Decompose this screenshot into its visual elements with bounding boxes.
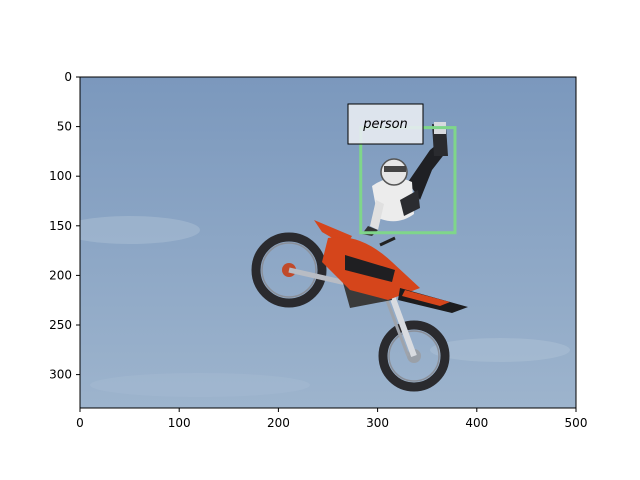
x-tick-label: 200: [267, 416, 290, 430]
front-wheel: [378, 320, 450, 392]
detection-label: person: [362, 117, 408, 132]
x-tick-label: 500: [565, 416, 588, 430]
cloud: [90, 373, 310, 397]
y-tick-label: 50: [57, 120, 72, 134]
y-tick-label: 200: [49, 268, 72, 282]
y-tick-label: 150: [49, 219, 72, 233]
x-tick-label: 100: [168, 416, 191, 430]
x-tick-label: 300: [366, 416, 389, 430]
cloud: [80, 216, 200, 244]
rear-wheel: [251, 232, 327, 308]
detection-label-bg: [347, 103, 424, 145]
photo: [80, 77, 576, 408]
y-tick-label: 0: [64, 70, 72, 84]
x-tick-label: 400: [465, 416, 488, 430]
y-tick-label: 100: [49, 169, 72, 183]
rider: [362, 122, 448, 236]
axes-frame: [79, 76, 577, 409]
y-axis-ticks: 0 50 100 150 200 250 300: [49, 70, 80, 382]
x-axis-ticks: 0 100 200 300 400 500: [76, 408, 587, 430]
y-tick-label: 300: [49, 368, 72, 382]
y-tick-label: 250: [49, 318, 72, 332]
cloud: [430, 338, 570, 362]
motorcycle: [251, 220, 468, 392]
x-tick-label: 0: [76, 416, 84, 430]
